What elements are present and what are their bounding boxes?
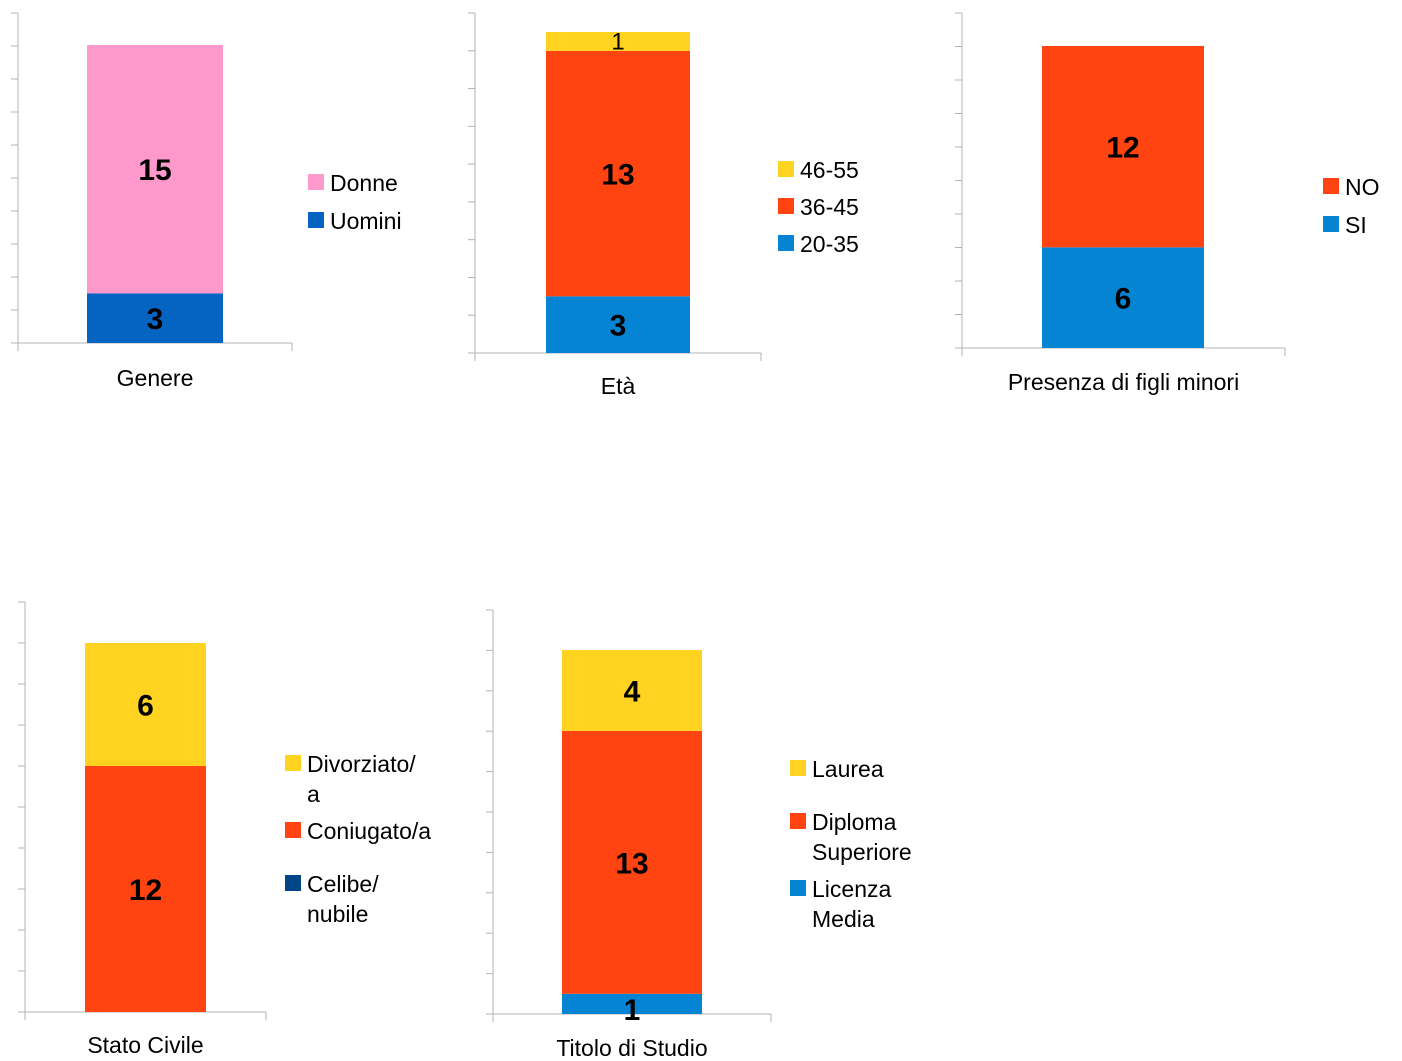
bar-segment-uomini — [87, 293, 223, 343]
bar-segment-diploma-superiore — [562, 730, 702, 994]
legend-item-no: NO — [1323, 174, 1380, 200]
bar-segment-si — [1042, 247, 1204, 348]
data-label-divorziato-a: 6 — [137, 690, 154, 723]
category-label: Presenza di figli minori — [1008, 369, 1239, 395]
legend-label: 36-45 — [800, 194, 859, 220]
data-label-36-45: 13 — [601, 159, 634, 192]
data-label-si: 6 — [1115, 283, 1132, 316]
legend-label: Media — [812, 906, 875, 932]
data-label-20-35: 3 — [610, 310, 627, 343]
category-label: Stato Civile — [87, 1032, 203, 1058]
legend-swatch — [285, 755, 301, 771]
chart-eta: 3 13 1 Età 46-55 36-45 20-35 — [468, 12, 859, 399]
chart-genere: 3 15 Genere Donne Uomini — [11, 12, 402, 391]
bar-segment-20-35 — [546, 296, 690, 353]
bar-segment-donne — [87, 45, 223, 294]
legend-swatch — [1323, 178, 1339, 194]
legend-item-46-55: 46-55 — [778, 157, 859, 183]
data-label-donne: 15 — [138, 154, 171, 187]
data-label-46-55: 1 — [611, 28, 624, 55]
legend-label: Uomini — [330, 208, 402, 234]
legend-swatch — [308, 174, 324, 190]
data-label-laurea: 4 — [624, 675, 641, 708]
chart-presenza-di-figli-minori: 6 12 Presenza di figli minori NO SI — [955, 12, 1380, 395]
data-label-diploma-superiore: 13 — [615, 847, 648, 880]
category-label: Genere — [117, 365, 194, 391]
legend-item-uomini: Uomini — [308, 208, 402, 234]
chart-titolo-di-studio: 1 13 4 Titolo di Studio Laurea Diploma Superio… — [486, 609, 912, 1061]
legend-label: Diploma — [812, 809, 897, 835]
bar-segment-laurea — [562, 650, 702, 731]
legend-item-si: SI — [1323, 212, 1367, 238]
legend-label: Licenza — [812, 876, 891, 902]
legend-swatch — [790, 813, 806, 829]
legend-item-laurea: Laurea — [790, 756, 884, 782]
bar-segment-46-55 — [546, 32, 690, 51]
legend-item-36-45: 36-45 — [778, 194, 859, 220]
legend-label: Laurea — [812, 756, 884, 782]
legend-swatch — [778, 198, 794, 214]
bar-segment-coniugato-a — [85, 766, 206, 1012]
legend-item-20-35: 20-35 — [778, 231, 859, 257]
legend-swatch — [308, 212, 324, 228]
data-label-uomini: 3 — [147, 303, 164, 336]
legend-swatch — [285, 822, 301, 838]
legend-label: Donne — [330, 170, 398, 196]
legend-item-coniugato-a: Coniugato/a — [285, 818, 431, 844]
legend-label: Celibe/ — [307, 871, 379, 897]
bar-segment-no — [1042, 46, 1204, 248]
bar-segment-licenza-media — [562, 993, 702, 1014]
legend-label: a — [307, 781, 320, 807]
category-label: Titolo di Studio — [556, 1035, 707, 1061]
legend-label: nubile — [307, 901, 368, 927]
bar-segment-divorziato-a — [85, 643, 206, 766]
legend-label: NO — [1345, 174, 1380, 200]
legend-swatch — [790, 880, 806, 896]
legend-label: Coniugato/a — [307, 818, 431, 844]
chart-stato-civile: 12 6 Stato Civile Divorziato/a Coniugato/a Ce… — [18, 601, 431, 1058]
legend-swatch — [778, 161, 794, 177]
data-label-licenza-media: 1 — [624, 994, 641, 1027]
legend-label: Superiore — [812, 839, 912, 865]
data-label-coniugato-a: 12 — [129, 874, 162, 907]
legend-item-celibe-nubile: Celibe/nubile — [285, 871, 379, 927]
legend-label: Divorziato/ — [307, 751, 416, 777]
legend-label: 20-35 — [800, 231, 859, 257]
data-label-no: 12 — [1106, 132, 1139, 165]
legend-item-diploma-superiore: Diploma Superiore — [790, 809, 912, 865]
legend-item-licenza-media: Licenza Media — [790, 876, 891, 932]
legend-label: SI — [1345, 212, 1367, 238]
legend-label: 46-55 — [800, 157, 859, 183]
legend-swatch — [285, 875, 301, 891]
legend-item-divorziato-a: Divorziato/a — [285, 751, 416, 807]
legend-swatch — [778, 235, 794, 251]
category-label: Età — [601, 373, 636, 399]
bar-segment-36-45 — [546, 50, 690, 297]
legend-item-donne: Donne — [308, 170, 398, 196]
legend-swatch — [1323, 216, 1339, 232]
legend-swatch — [790, 760, 806, 776]
